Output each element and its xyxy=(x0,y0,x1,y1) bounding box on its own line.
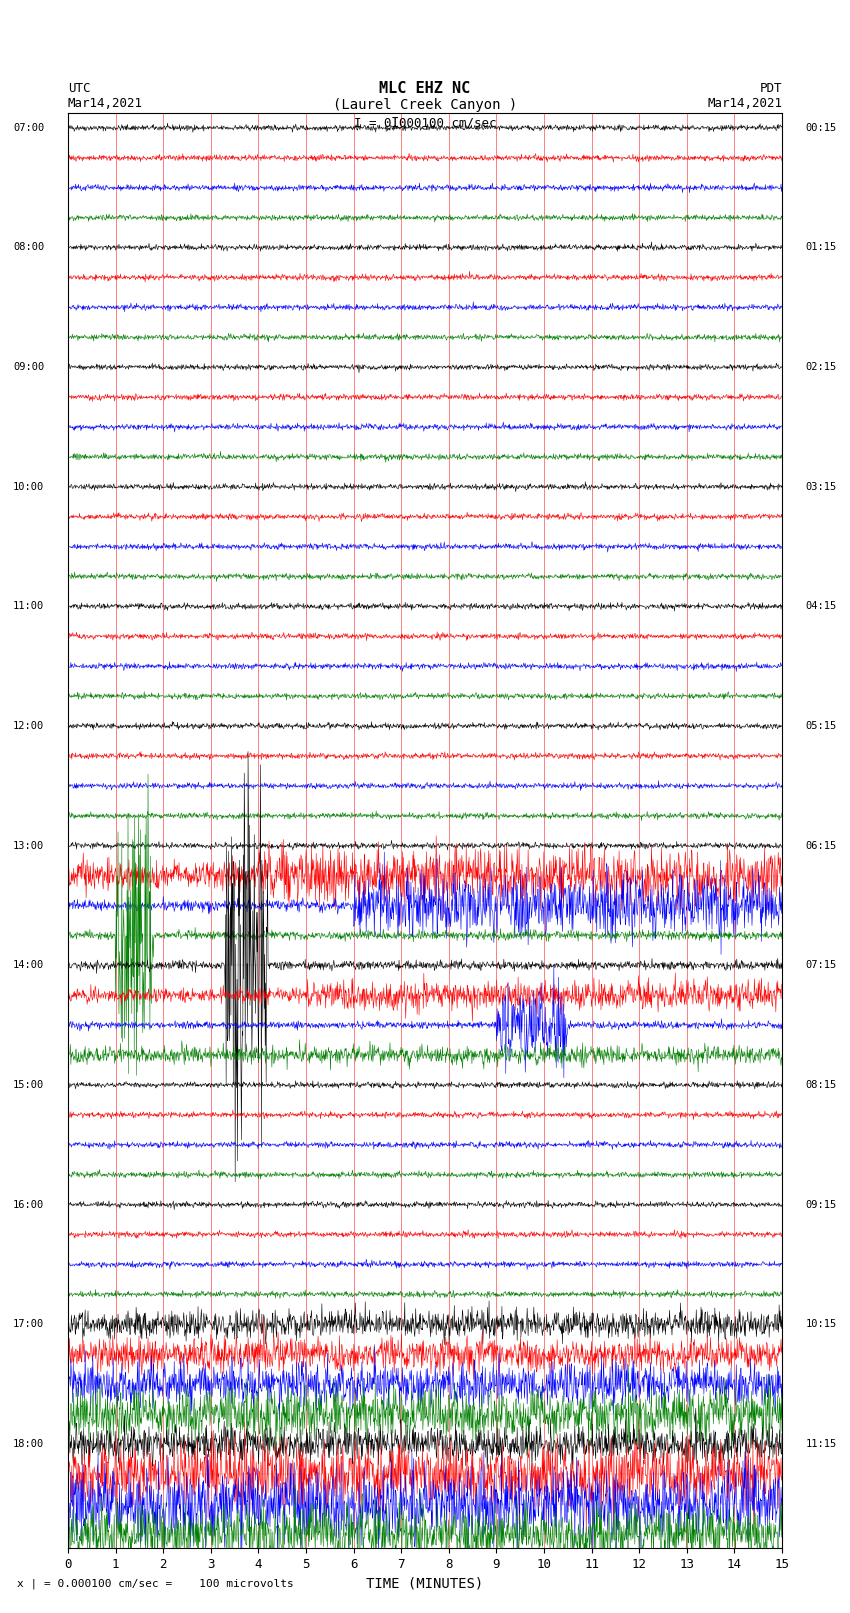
Text: 10:15: 10:15 xyxy=(806,1319,837,1329)
Text: PDT: PDT xyxy=(760,82,782,95)
Text: 18:00: 18:00 xyxy=(13,1439,44,1448)
Text: 08:15: 08:15 xyxy=(806,1081,837,1090)
Text: I: I xyxy=(391,116,399,129)
Text: (Laurel Creek Canyon ): (Laurel Creek Canyon ) xyxy=(333,98,517,111)
Text: I = 0.000100 cm/sec: I = 0.000100 cm/sec xyxy=(354,116,496,129)
Text: 12:00: 12:00 xyxy=(13,721,44,731)
Text: 10:00: 10:00 xyxy=(13,482,44,492)
Text: 01:15: 01:15 xyxy=(806,242,837,253)
Text: Mar14,2021: Mar14,2021 xyxy=(707,97,782,110)
Text: 06:15: 06:15 xyxy=(806,840,837,850)
Text: 03:15: 03:15 xyxy=(806,482,837,492)
Text: Mar14,2021: Mar14,2021 xyxy=(68,97,143,110)
Text: 08:00: 08:00 xyxy=(13,242,44,253)
Text: 05:15: 05:15 xyxy=(806,721,837,731)
Text: 09:15: 09:15 xyxy=(806,1200,837,1210)
Text: 07:00: 07:00 xyxy=(13,123,44,132)
X-axis label: TIME (MINUTES): TIME (MINUTES) xyxy=(366,1578,484,1590)
Text: 13:00: 13:00 xyxy=(13,840,44,850)
Text: 04:15: 04:15 xyxy=(806,602,837,611)
Text: 14:00: 14:00 xyxy=(13,960,44,971)
Text: 07:15: 07:15 xyxy=(806,960,837,971)
Text: x | = 0.000100 cm/sec =    100 microvolts: x | = 0.000100 cm/sec = 100 microvolts xyxy=(17,1579,294,1589)
Text: UTC: UTC xyxy=(68,82,90,95)
Text: MLC EHZ NC: MLC EHZ NC xyxy=(379,81,471,97)
Text: 00:15: 00:15 xyxy=(806,123,837,132)
Text: 11:15: 11:15 xyxy=(806,1439,837,1448)
Text: 17:00: 17:00 xyxy=(13,1319,44,1329)
Text: 16:00: 16:00 xyxy=(13,1200,44,1210)
Text: 09:00: 09:00 xyxy=(13,363,44,373)
Text: 02:15: 02:15 xyxy=(806,363,837,373)
Text: 15:00: 15:00 xyxy=(13,1081,44,1090)
Text: 11:00: 11:00 xyxy=(13,602,44,611)
